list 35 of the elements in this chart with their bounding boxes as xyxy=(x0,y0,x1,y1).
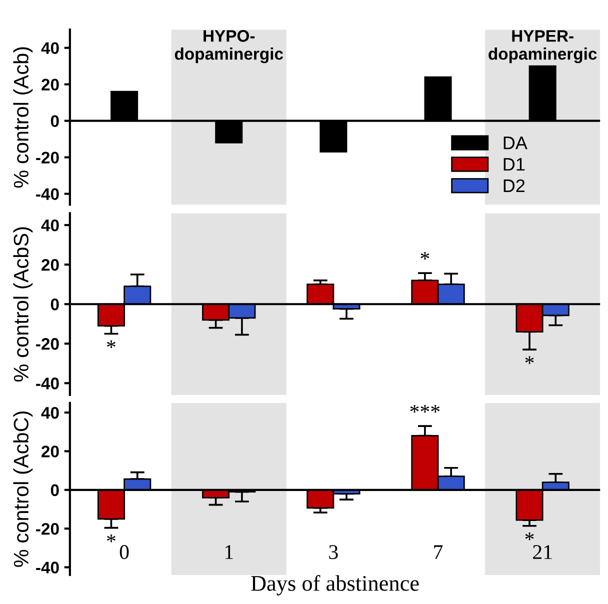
y-tick-label: 20 xyxy=(42,446,59,458)
x-tick-label: 0 xyxy=(120,545,129,560)
y-tick-label: -40 xyxy=(36,188,59,200)
x-tick-label: 7 xyxy=(434,545,443,559)
y-tick-label: 0 xyxy=(50,115,59,128)
x-tick-label: 21 xyxy=(533,545,552,559)
x-tick-label: 3 xyxy=(329,545,338,560)
y-tick-label: 40 xyxy=(41,406,59,419)
band-label: HYPO- dopaminergic xyxy=(174,30,284,64)
y-tick-label: 20 xyxy=(42,78,59,91)
y-tick-label: 0 xyxy=(50,484,59,496)
y-tick-label: 40 xyxy=(41,42,59,54)
annotation: * xyxy=(525,356,534,364)
y-tick-label: 40 xyxy=(41,219,59,232)
y-axis-title: % control (AcbS) xyxy=(13,227,33,382)
y-tick-label: -20 xyxy=(36,338,59,350)
y-axis-title: % control (AcbC) xyxy=(13,412,33,567)
legend-label: D1 xyxy=(504,158,525,171)
band-label: HYPER- dopaminergic xyxy=(488,30,597,64)
annotation: * xyxy=(525,532,534,540)
y-tick-label: 0 xyxy=(50,298,59,310)
y-tick-label: -40 xyxy=(36,562,59,574)
x-tick-label: 1 xyxy=(225,545,233,559)
y-tick-label: -20 xyxy=(36,522,59,535)
y-tick-label: 20 xyxy=(42,258,59,271)
y-axis-title: % control (Acb) xyxy=(13,47,33,188)
x-axis-title: Days of abstinence xyxy=(251,575,419,596)
annotation: * xyxy=(107,340,116,348)
y-tick-label: -40 xyxy=(36,378,59,390)
legend-label: D2 xyxy=(504,179,525,192)
annotation: * xyxy=(420,252,430,260)
annotation: * xyxy=(107,534,116,542)
annotation: *** xyxy=(410,404,440,413)
legend-label: DA xyxy=(504,136,528,150)
y-tick-label: -20 xyxy=(36,152,59,164)
